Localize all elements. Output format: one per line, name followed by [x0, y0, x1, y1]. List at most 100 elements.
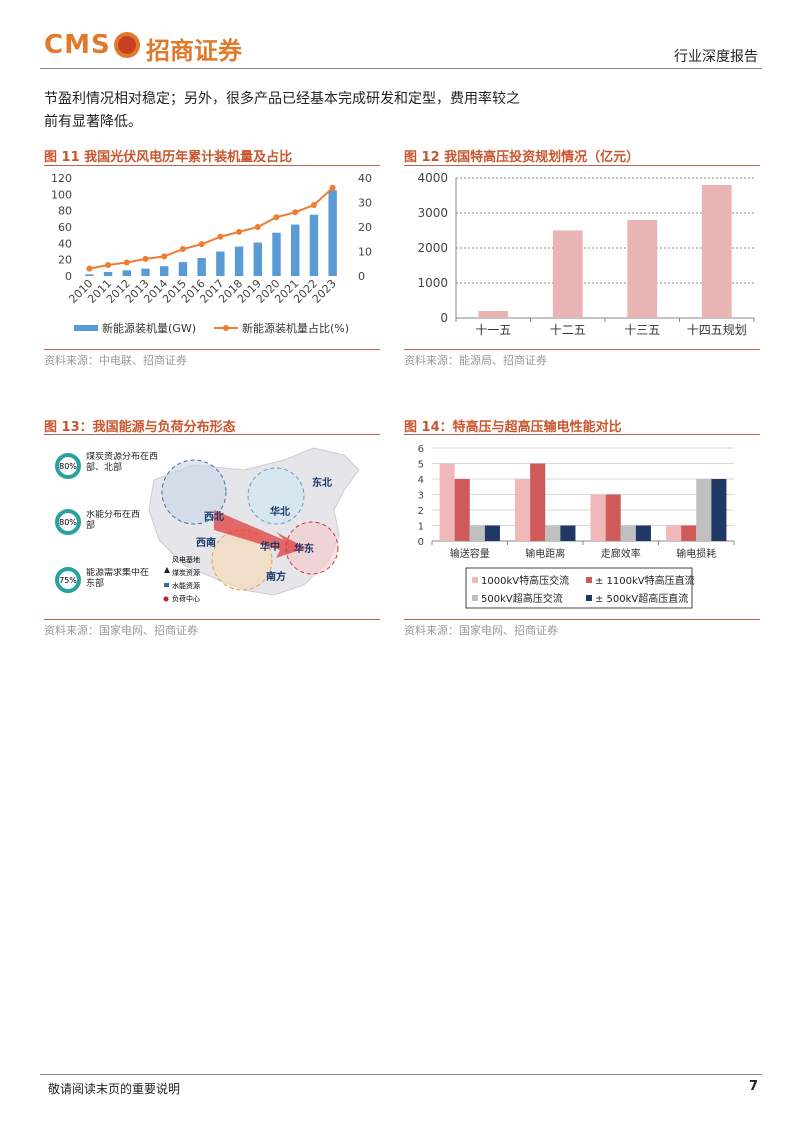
line-marker [123, 259, 130, 266]
region-label: 东北 [312, 476, 332, 489]
x-tick-label: 十三五 [624, 323, 660, 337]
report-type: 行业深度报告 [674, 49, 758, 65]
bar [454, 479, 470, 541]
bar [141, 268, 150, 276]
y-tick-label: 0 [440, 311, 448, 325]
logo-icon [114, 32, 140, 58]
region-label: 华东 [294, 542, 314, 555]
ring [55, 509, 81, 535]
figure-title: 图 12 我国特高压投资规划情况（亿元） [404, 150, 640, 165]
chart: 0 1000 2000 3000 4000 十一五 十二五 十三五 十四五规划 [417, 171, 755, 337]
legend-icon [164, 583, 169, 587]
line-marker [142, 255, 149, 262]
line-marker [86, 265, 93, 272]
y-tick-label: 120 [51, 172, 72, 185]
region-circle [161, 459, 227, 525]
legend-label: ± 1100kV特高压直流 [595, 574, 695, 587]
line-marker [161, 253, 168, 260]
x-tick-label: 输电距离 [525, 547, 565, 560]
x-tick-label: 输电损耗 [676, 547, 716, 560]
ring-text: 煤炭资源分布在西部、北部 [86, 452, 158, 473]
bar [291, 224, 300, 276]
figure-title: 图 13：我国能源与负荷分布形态 [44, 420, 236, 435]
footer-rule [40, 1074, 762, 1075]
legend-swatch [74, 325, 98, 331]
y-tick-label: 0 [418, 537, 424, 548]
y-tick-label: 2 [418, 506, 424, 517]
y-tick-label: 6 [418, 444, 424, 455]
y2-tick-label: 30 [358, 197, 372, 210]
map-legend-label: 风电基地 [172, 555, 200, 564]
line-marker [254, 224, 261, 230]
line-marker [198, 241, 205, 248]
ring-text-box: 水能分布在西部 [86, 510, 141, 531]
ring-text-box: 能源需求集中在东部 [86, 568, 150, 589]
bar [197, 258, 206, 276]
ring-text: 水能分布在西部 [86, 510, 141, 531]
region-circle [285, 521, 339, 575]
line-marker [292, 209, 299, 216]
flow-arrow [214, 510, 306, 558]
bar [711, 479, 727, 541]
figure-rule [44, 165, 380, 166]
legend-swatch [223, 325, 229, 331]
ring [55, 567, 81, 593]
y2-tick-label: 20 [358, 221, 372, 234]
bar [309, 214, 319, 276]
bar [627, 220, 658, 318]
legend-label: 500kV超高压交流 [481, 592, 563, 605]
figure-rule [404, 619, 760, 620]
y2-tick-label: 0 [358, 270, 365, 283]
y-tick-label: 5 [418, 460, 424, 471]
figure-source: 资料来源：国家电网、招商证券 [404, 624, 558, 637]
ring-label: 80% [59, 518, 77, 527]
figure-source: 资料来源：能源局、招商证券 [404, 354, 547, 367]
figure-source: 资料来源：国家电网、招商证券 [44, 624, 198, 637]
region-label: 西南 [196, 536, 216, 549]
y-tick-label: 0 [65, 270, 72, 283]
figure-rule [44, 619, 380, 620]
x-tick-label: 输送容量 [450, 547, 490, 560]
y2-tick-label: 40 [358, 172, 372, 185]
legend-swatch [472, 577, 478, 583]
region-label: 南方 [266, 570, 286, 583]
page-number: 7 [748, 1079, 758, 1094]
bar [478, 311, 509, 318]
y-tick-label: 20 [58, 254, 72, 267]
line-marker [179, 246, 186, 253]
bar [552, 230, 583, 318]
legend-swatch [586, 577, 592, 583]
chart: 0204060801001200102030402010201120122013… [51, 172, 372, 335]
line-marker [236, 228, 243, 235]
bar [605, 494, 621, 541]
footer-note: 敬请阅读末页的重要说明 [48, 1082, 181, 1096]
x-tick-label: 十二五 [550, 323, 586, 337]
paragraph: 节盈利情况相对稳定；另外，很多产品已经基本完成研发和定型，费用率较之 前有显著降… [44, 88, 520, 134]
legend-swatch [472, 595, 478, 601]
y-tick-label: 1 [418, 522, 424, 533]
y-tick-label: 4 [418, 475, 424, 486]
line-marker [217, 233, 224, 240]
map-legend-label: 水能资源 [172, 581, 200, 590]
bar [530, 463, 546, 541]
y-tick-label: 2000 [417, 241, 448, 255]
legend-icon [163, 596, 169, 602]
legend-label: 新能源装机量占比(%) [242, 321, 349, 335]
figure-rule [404, 434, 760, 435]
bar [439, 463, 455, 541]
ring-text: 能源需求集中在东部 [86, 568, 150, 589]
bar [103, 271, 113, 276]
bar [253, 242, 262, 276]
text-line: 前有显著降低。 [44, 114, 142, 130]
energy-map: 80% 煤炭资源分布在西部、北部 80% 水能分布在西部 75% 能源需求集中在… [55, 447, 360, 603]
bar [696, 479, 712, 541]
line-marker [105, 261, 112, 268]
header-rule [40, 68, 762, 69]
ring-label: 80% [59, 462, 77, 471]
region-circle [247, 467, 305, 525]
bar [515, 479, 531, 541]
legend-swatch [586, 595, 592, 601]
map-legend-label: 负荷中心 [172, 594, 200, 603]
legend-label: ± 500kV超高压直流 [595, 592, 688, 605]
bar [160, 266, 169, 276]
